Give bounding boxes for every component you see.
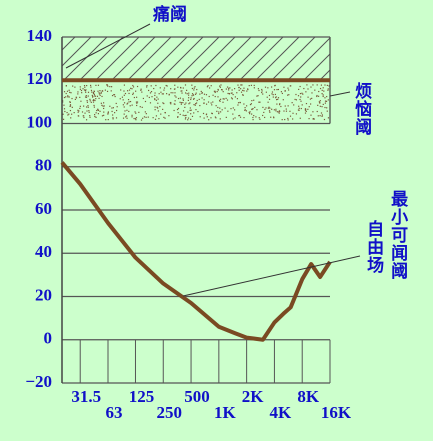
legend-label: 最小可闻阈 <box>388 190 408 280</box>
x-tick-label: 16K <box>321 403 352 422</box>
y-tick-label: 100 <box>27 112 53 131</box>
y-tick-label: 120 <box>27 69 53 88</box>
leader <box>182 255 361 297</box>
band-hatch <box>62 37 330 81</box>
y-tick-label: 80 <box>35 156 52 175</box>
band-label: 痛阈 <box>153 4 187 24</box>
y-tick-label: 20 <box>35 285 52 304</box>
y-tick-label: 0 <box>44 329 53 348</box>
x-tick-label: 125 <box>129 387 155 406</box>
y-tick-label: −20 <box>25 372 52 391</box>
x-tick-label: 4K <box>270 403 293 422</box>
y-tick-label: 140 <box>27 26 53 45</box>
y-tick-label: 60 <box>35 199 52 218</box>
leader <box>65 23 151 69</box>
annotation: 自由场 <box>364 219 384 274</box>
x-tick-label: 63 <box>106 403 123 422</box>
x-tick-label: 250 <box>157 403 183 422</box>
x-tick-label: 2K <box>242 387 265 406</box>
x-tick-label: 1K <box>214 403 237 422</box>
leader <box>329 91 351 97</box>
x-tick-label: 500 <box>184 387 210 406</box>
y-tick-label: 40 <box>35 242 52 261</box>
band-dots <box>62 84 330 121</box>
line-series <box>60 161 332 342</box>
x-tick-label: 31.5 <box>71 387 101 406</box>
x-tick-label: 8K <box>297 387 320 406</box>
band-label: 烦恼阈 <box>352 81 372 136</box>
